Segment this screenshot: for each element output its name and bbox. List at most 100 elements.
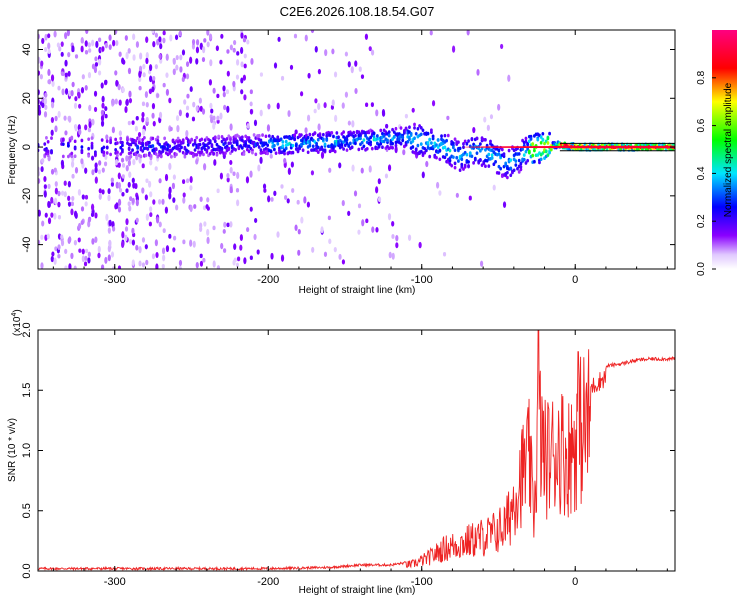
heatmap-cell xyxy=(387,164,392,172)
heatmap-x-axis: -300 -200 -100 0 xyxy=(52,30,668,286)
heatmap-cell xyxy=(341,200,345,207)
heatmap-cell xyxy=(512,168,516,173)
heatmap-cell xyxy=(41,158,45,164)
heatmap-cell xyxy=(478,158,482,163)
heatmap-cell xyxy=(206,41,210,48)
heatmap-cell xyxy=(375,186,379,194)
heatmap-cell xyxy=(381,145,384,149)
heatmap-cell xyxy=(524,136,528,141)
heatmap-cell xyxy=(276,231,280,238)
snr-y-tick-label: 0.5 xyxy=(21,503,33,518)
heatmap-cell xyxy=(54,125,58,133)
heatmap-cell xyxy=(308,143,312,148)
heatmap-cell xyxy=(457,159,460,163)
heatmap-cell xyxy=(98,193,102,200)
heatmap-cell xyxy=(306,135,310,140)
heatmap-cell xyxy=(186,178,190,184)
heatmap-cell xyxy=(134,139,138,143)
heatmap-cell xyxy=(189,185,193,191)
heatmap-cell xyxy=(307,72,311,79)
heatmap-cell xyxy=(57,85,61,91)
heatmap-cell xyxy=(131,177,135,184)
heatmap-cell xyxy=(78,248,82,253)
heatmap-cell xyxy=(212,87,216,94)
heatmap-cell xyxy=(107,188,111,195)
heatmap-cell xyxy=(539,157,543,162)
heatmap-cell xyxy=(226,177,230,183)
heatmap-cell xyxy=(359,136,362,141)
heatmap-cell xyxy=(299,133,303,137)
heatmap-cell xyxy=(203,163,207,171)
heatmap-cell xyxy=(119,145,123,150)
heatmap-cell xyxy=(185,105,190,111)
heatmap-cell xyxy=(155,263,159,269)
heatmap-cell xyxy=(104,256,108,264)
heatmap-cell xyxy=(387,130,391,134)
heatmap-cell xyxy=(385,123,389,129)
heatmap-cell xyxy=(139,146,143,150)
heatmap-cell xyxy=(387,133,391,138)
heatmap-cell xyxy=(87,42,91,48)
heatmap-cell xyxy=(316,150,320,155)
heatmap-cell xyxy=(445,138,449,143)
heatmap-cell xyxy=(127,181,131,188)
heatmap-cell xyxy=(517,152,521,156)
heatmap-cell xyxy=(156,93,160,98)
heatmap-cell xyxy=(43,184,47,189)
heatmap-cell xyxy=(129,196,133,201)
heatmap-cell xyxy=(249,255,253,260)
heatmap-cell xyxy=(425,160,429,168)
heatmap-cell xyxy=(43,142,47,146)
heatmap-cell xyxy=(60,239,65,247)
heatmap-cell xyxy=(57,201,61,208)
heatmap-cell xyxy=(149,206,153,213)
heatmap-cell xyxy=(333,71,338,78)
heatmap-cell xyxy=(125,165,129,172)
heatmap-cell xyxy=(111,99,115,106)
heatmap-cell xyxy=(546,141,550,145)
heatmap-cell xyxy=(330,131,334,135)
heatmap-cell xyxy=(276,102,280,110)
heatmap-cell xyxy=(129,151,133,155)
heatmap-cell xyxy=(151,102,156,110)
snr-x-tick-label: 0 xyxy=(572,576,578,588)
heatmap-cell xyxy=(108,219,112,227)
heatmap-cell xyxy=(391,220,395,227)
heatmap-cell xyxy=(507,74,511,82)
heatmap-cell xyxy=(199,253,203,259)
heatmap-cell xyxy=(284,139,288,144)
heatmap-cell xyxy=(240,77,244,84)
heatmap-cell xyxy=(413,126,416,130)
heatmap-cell xyxy=(117,198,122,206)
heatmap-cell xyxy=(117,265,122,269)
heatmap-cell xyxy=(115,150,119,155)
heatmap-cell xyxy=(87,218,91,223)
heatmap-cell xyxy=(94,176,98,184)
heatmap-cell xyxy=(404,113,409,119)
heatmap-cell xyxy=(88,48,92,53)
heatmap-cell xyxy=(399,126,403,130)
heatmap-cell xyxy=(141,237,146,243)
heatmap-cell xyxy=(125,218,129,226)
heatmap-cell xyxy=(145,36,149,43)
heatmap-cell xyxy=(458,168,462,173)
heatmap-cell xyxy=(182,192,186,198)
heatmap-cell xyxy=(484,138,487,142)
heatmap-cell xyxy=(424,148,428,153)
heatmap-cell xyxy=(229,44,233,51)
heatmap-cell xyxy=(127,120,131,126)
heatmap-cell xyxy=(273,190,277,197)
heatmap-cell xyxy=(172,174,176,180)
heatmap-cell xyxy=(162,82,166,88)
heatmap-cell xyxy=(470,137,474,142)
heatmap-cell xyxy=(232,171,236,177)
heatmap-cell xyxy=(487,164,491,168)
heatmap-cell xyxy=(323,142,327,147)
heatmap-cell xyxy=(404,143,408,147)
colorbar-gradient xyxy=(712,30,737,269)
heatmap-cell xyxy=(516,166,519,171)
heatmap-cell xyxy=(419,126,423,130)
heatmap-cell xyxy=(192,101,196,108)
heatmap-cell xyxy=(185,130,189,138)
heatmap-y-tick-label: 0 xyxy=(21,144,33,150)
